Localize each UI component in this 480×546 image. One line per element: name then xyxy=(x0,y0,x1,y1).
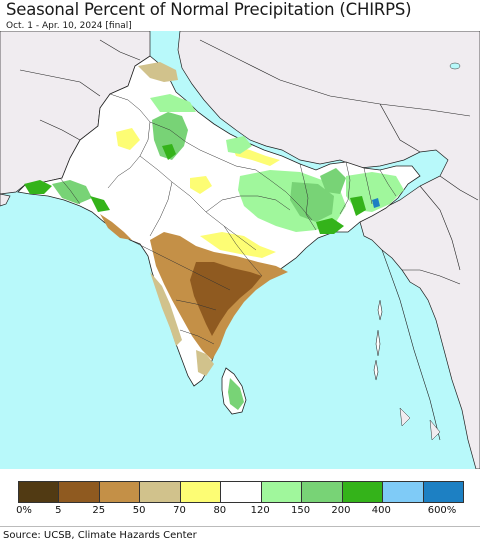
legend-swatch xyxy=(19,482,60,502)
legend-swatch xyxy=(221,482,262,502)
legend-swatch xyxy=(180,482,222,502)
central-india-green xyxy=(226,136,252,154)
legend-swatch xyxy=(383,482,424,502)
map-title: Seasonal Percent of Normal Precipitation… xyxy=(6,0,412,19)
island-ne xyxy=(449,62,461,70)
legend-tick-label: 400 xyxy=(371,505,391,516)
footer-divider xyxy=(0,526,480,527)
legend-swatch xyxy=(302,482,343,502)
odisha-dark-green xyxy=(316,218,344,234)
punjab-green xyxy=(152,112,188,160)
deficit-dark-brown xyxy=(190,262,262,336)
northwest-green xyxy=(150,94,196,112)
andaman-islands xyxy=(373,299,383,381)
admin-borders xyxy=(59,93,397,345)
legend-tick-label: 200 xyxy=(331,505,351,516)
punjab-dark-green xyxy=(162,144,176,160)
country-borders xyxy=(19,39,479,441)
precipitation-map xyxy=(0,31,480,469)
kashmir-tan xyxy=(138,62,178,82)
deficit-yellow-west xyxy=(150,272,182,346)
coast-islands xyxy=(399,407,441,441)
legend-tick-label: 70 xyxy=(173,505,186,516)
legend-tick-label: 0% xyxy=(16,505,32,516)
legend-tick-label: 25 xyxy=(92,505,106,516)
legend-swatch xyxy=(99,482,141,502)
legend-swatch xyxy=(423,482,463,502)
legend-tick-label: 120 xyxy=(250,505,270,516)
land-arabia xyxy=(0,193,11,207)
legend-tick-label: 600% xyxy=(427,505,457,516)
legend-tick-label: 50 xyxy=(132,505,146,516)
sindh-dark-green xyxy=(90,196,110,212)
map-subtitle: Oct. 1 - Apr. 10, 2024 [final] xyxy=(6,21,132,31)
bengal-green xyxy=(320,168,346,194)
legend-swatch xyxy=(59,482,100,502)
legend-color-bar xyxy=(18,481,464,503)
legend-tick-label: 150 xyxy=(290,505,311,516)
east-mid-green xyxy=(290,182,334,222)
pakistan-light-green xyxy=(52,180,92,204)
legend-swatch xyxy=(140,482,181,502)
rajasthan-yellow xyxy=(116,128,140,150)
gujarat-tan xyxy=(100,214,132,240)
legend-swatch xyxy=(342,482,384,502)
source-credit: Source: UCSB, Climate Hazards Center xyxy=(3,530,197,541)
central-yellow xyxy=(190,176,212,194)
legend-tick-label: 80 xyxy=(213,505,227,516)
deficit-yellow-ne xyxy=(200,232,276,258)
pakistan-green xyxy=(24,180,52,194)
legend-tick-label: 5 xyxy=(55,505,62,516)
legend-swatch xyxy=(261,482,303,502)
south-tip-tan xyxy=(196,350,214,376)
northeast-dark xyxy=(350,196,366,216)
sri-lanka-green xyxy=(228,378,244,410)
ne-speck-blue xyxy=(372,198,380,208)
